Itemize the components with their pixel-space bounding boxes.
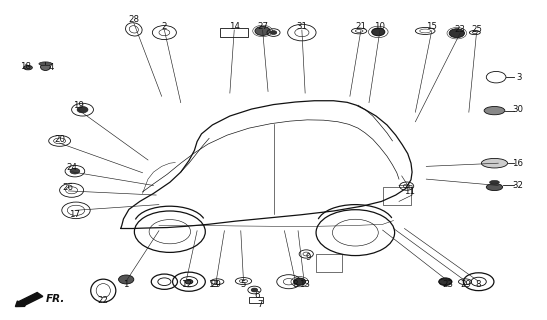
Circle shape [251,288,258,292]
Text: 4: 4 [48,63,54,72]
Text: 13: 13 [299,280,310,289]
Text: 1: 1 [124,280,129,289]
Ellipse shape [484,107,505,115]
Text: 20: 20 [54,135,65,144]
Text: 19: 19 [73,101,84,110]
Text: 7: 7 [258,300,263,308]
Ellipse shape [24,65,32,70]
Text: FR.: FR. [45,293,65,304]
Text: 17: 17 [69,210,80,219]
Text: 14: 14 [229,22,240,31]
Text: 22: 22 [98,296,109,305]
Text: 18: 18 [20,61,31,70]
FancyArrow shape [15,292,43,307]
Ellipse shape [39,62,52,66]
Text: 26: 26 [63,183,74,192]
Text: 11: 11 [404,188,415,196]
Text: 31: 31 [296,22,307,31]
Text: 28: 28 [129,15,139,24]
Text: 8: 8 [475,280,481,289]
Text: 23: 23 [455,25,465,34]
Text: 32: 32 [513,181,523,190]
Circle shape [70,168,80,174]
Ellipse shape [490,180,499,184]
Text: 27: 27 [257,22,268,31]
Circle shape [294,278,306,285]
Ellipse shape [486,184,503,191]
Circle shape [449,29,464,38]
Circle shape [255,27,270,36]
Circle shape [372,28,385,36]
Text: 8: 8 [293,280,298,289]
Text: 29: 29 [211,280,222,289]
Text: 10: 10 [374,22,386,31]
Text: 24: 24 [66,164,77,172]
Text: 13: 13 [208,280,219,289]
Text: 29: 29 [460,280,471,289]
Text: 16: 16 [513,159,523,168]
Ellipse shape [40,63,50,70]
Circle shape [439,278,452,285]
Text: 5: 5 [241,280,246,289]
Circle shape [270,31,277,35]
Text: 6: 6 [254,291,260,300]
Text: 23: 23 [443,280,453,289]
Text: 3: 3 [516,73,522,82]
Ellipse shape [481,158,508,168]
Text: 25: 25 [471,25,482,34]
Text: 9: 9 [306,253,311,262]
Text: 30: 30 [513,105,523,114]
Circle shape [119,275,134,284]
Circle shape [185,279,193,284]
Text: 15: 15 [426,22,437,31]
Text: 2: 2 [161,22,167,31]
Text: 12: 12 [181,280,191,289]
Text: 21: 21 [356,22,366,31]
Circle shape [77,107,88,113]
